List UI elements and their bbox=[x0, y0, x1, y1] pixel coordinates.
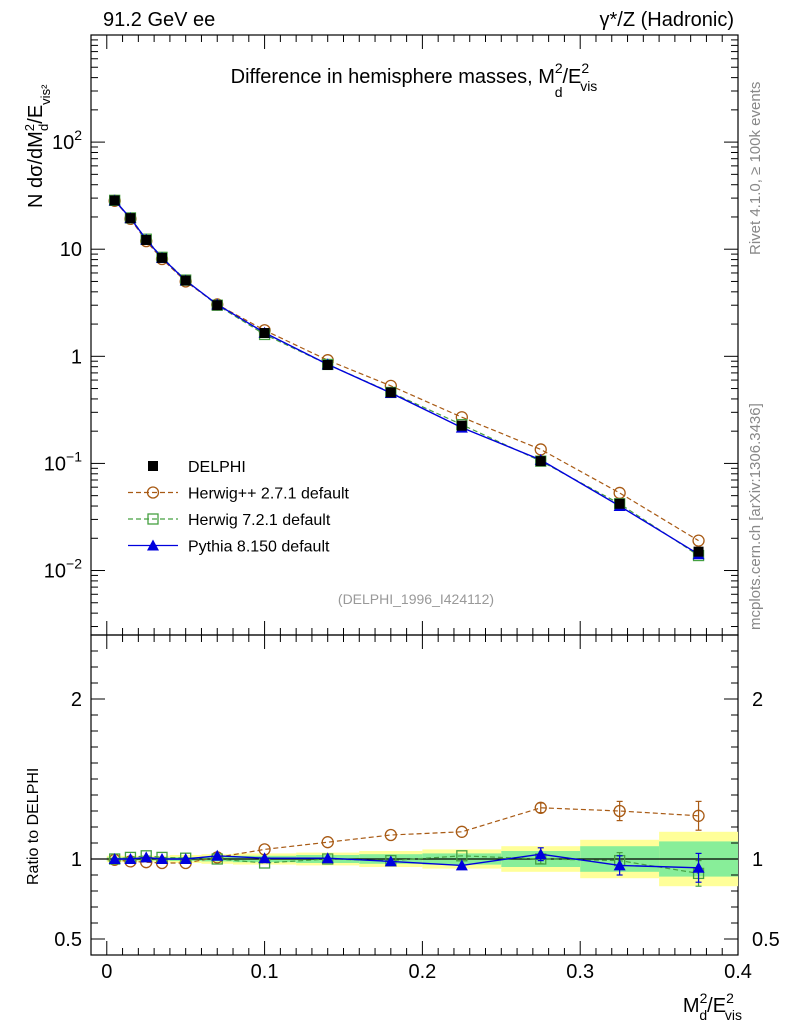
main-point bbox=[456, 420, 467, 431]
chart-title: Difference in hemisphere masses, M2 d/E2 v… bbox=[231, 60, 598, 100]
main-point bbox=[535, 456, 546, 467]
ratio-point bbox=[384, 828, 397, 842]
main-point bbox=[692, 534, 705, 547]
process-label: γ*/Z (Hadronic) bbox=[600, 9, 734, 31]
main-point bbox=[180, 275, 191, 286]
main-point bbox=[157, 252, 168, 263]
legend-marker bbox=[147, 513, 159, 525]
main-point bbox=[109, 195, 120, 206]
main-y-tick-label: 10 bbox=[60, 239, 82, 261]
ratio-point bbox=[692, 861, 705, 873]
ratio-y-label: Ratio to DELPHI bbox=[25, 768, 42, 885]
ratio-y-tick-label: 1 bbox=[71, 849, 82, 871]
mcplots-label: mcplots.cern.ch [arXiv:1306.3436] bbox=[747, 403, 764, 630]
main-point bbox=[534, 443, 547, 456]
ratio-y-tick-label: 2 bbox=[71, 689, 82, 711]
energy-label: 91.2 GeV ee bbox=[103, 9, 215, 31]
ratio-y-tick-label-right: 2 bbox=[752, 689, 763, 711]
main-point bbox=[693, 546, 704, 557]
legend-marker bbox=[146, 486, 160, 499]
main-y-label: N dσ/dM2d/Evis² bbox=[22, 84, 53, 208]
main-y-tick-label: 102 bbox=[52, 127, 82, 154]
legend-label: DELPHI bbox=[188, 459, 246, 476]
main-point bbox=[322, 359, 333, 370]
main-point bbox=[125, 213, 136, 224]
ratio-point bbox=[455, 859, 468, 871]
ratio-point bbox=[179, 853, 192, 864]
main-point bbox=[385, 387, 396, 398]
ratio-point bbox=[321, 852, 334, 864]
ratio-y-tick-label-right: 1 bbox=[752, 849, 763, 871]
ratio-axes: 0.5 0.5 1 1 2 2 0 0.1 0.2 0.3 0.4 bbox=[54, 635, 780, 983]
main-y-axis: 10−2 10−1 1 10 102 bbox=[44, 34, 739, 635]
x-tick-label: 0 bbox=[101, 961, 112, 983]
main-point bbox=[141, 234, 152, 245]
ratio-series-layer bbox=[108, 800, 705, 887]
ratio-point bbox=[384, 855, 397, 867]
legend-label: Herwig++ 2.7.1 default bbox=[188, 486, 350, 503]
main-y-tick-label: 1 bbox=[71, 346, 82, 368]
main-series-layer bbox=[108, 194, 705, 562]
analysis-watermark: (DELPHI_1996_I424112) bbox=[338, 591, 494, 607]
ratio-point bbox=[613, 804, 626, 818]
ratio-y-tick-label-right: 0.5 bbox=[752, 929, 780, 951]
main-point bbox=[212, 300, 223, 311]
ratio-point bbox=[108, 853, 121, 864]
ratio-point bbox=[613, 859, 626, 871]
ratio-plot-frame bbox=[90, 634, 739, 956]
ratio-point bbox=[156, 853, 169, 864]
legend: DELPHI Herwig++ 2.7.1 default Herwig 7.2.1… bbox=[128, 459, 350, 556]
main-point bbox=[614, 498, 625, 509]
x-tick-label: 0.4 bbox=[724, 961, 752, 983]
x-axis-label: M2 d/E2 vis bbox=[683, 990, 742, 1023]
ratio-point bbox=[140, 851, 153, 863]
ratio-point bbox=[124, 853, 137, 864]
legend-label: Herwig 7.2.1 default bbox=[188, 512, 331, 529]
main-point bbox=[613, 486, 626, 500]
main-y-tick-label: 10−1 bbox=[44, 448, 82, 475]
main-y-tick-label: 10−2 bbox=[44, 556, 82, 583]
main-point bbox=[259, 328, 270, 339]
ratio-point bbox=[321, 836, 334, 849]
ratio-point bbox=[455, 825, 468, 838]
legend-label: Pythia 8.150 default bbox=[188, 539, 330, 556]
ratio-point bbox=[534, 801, 547, 814]
ratio-point bbox=[692, 809, 705, 822]
x-tick-label: 0.3 bbox=[566, 961, 594, 983]
ratio-point bbox=[211, 849, 224, 861]
legend-marker bbox=[147, 539, 159, 551]
legend-marker bbox=[148, 461, 158, 471]
ratio-y-tick-label: 0.5 bbox=[54, 929, 82, 951]
x-tick-label: 0.2 bbox=[408, 961, 436, 983]
ratio-point bbox=[258, 852, 271, 864]
ratio-point bbox=[534, 848, 547, 860]
rivet-label: Rivet 4.1.0, ≥ 100k events bbox=[747, 82, 764, 255]
x-tick-label: 0.1 bbox=[251, 961, 279, 983]
